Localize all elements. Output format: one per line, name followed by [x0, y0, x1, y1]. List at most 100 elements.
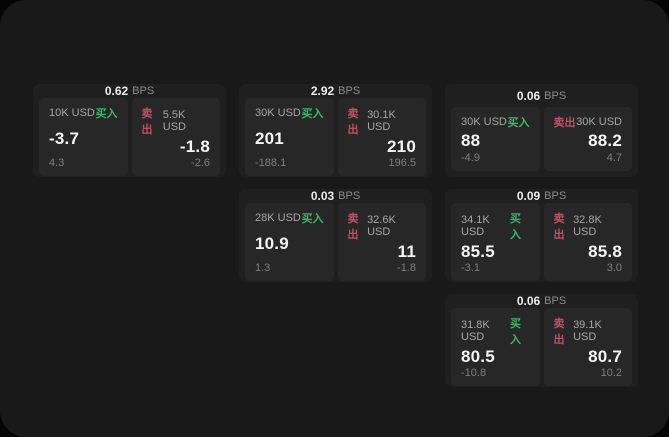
- sell-quote-panel[interactable]: 卖出 39.1K USD 80.7 10.2: [543, 308, 632, 386]
- sell-panel-header: 卖出 5.5K USD: [142, 105, 211, 137]
- bps-header: 0.09 BPS: [445, 189, 638, 203]
- sell-panel-header: 卖出 30K USD: [554, 114, 623, 130]
- buy-sub-value: -3.1: [461, 262, 480, 274]
- buy-quote-panel[interactable]: 30K USD 买入 201 -188.1: [245, 98, 334, 176]
- buy-quote-panel[interactable]: 30K USD 买入 88 -4.9: [451, 107, 540, 171]
- sell-quote-panel[interactable]: 卖出 30.1K USD 210 196.5: [337, 98, 426, 176]
- sell-panel-header: 卖出 32.6K USD: [348, 210, 417, 242]
- sell-side-label: 卖出: [553, 117, 576, 129]
- buy-quote-panel[interactable]: 10K USD 买入 -3.7 4.3: [39, 98, 128, 176]
- bps-header: 0.62 BPS: [33, 84, 226, 98]
- bps-unit-label: BPS: [132, 85, 155, 97]
- quote-panels: 30K USD 买入 201 -188.1 卖出 30.1K USD 210 1…: [239, 98, 432, 182]
- buy-price-value: 85.5: [461, 242, 495, 261]
- bps-header: 0.06 BPS: [445, 84, 638, 107]
- buy-size-label: 10K USD: [49, 107, 95, 119]
- buy-price-value: 88: [461, 131, 481, 150]
- buy-side-label: 买入: [509, 213, 521, 241]
- bps-value: 0.06: [516, 88, 541, 103]
- sell-size-label: 32.8K USD: [573, 214, 602, 238]
- buy-size-label: 30K USD: [461, 116, 507, 128]
- buy-side-label: 买入: [301, 108, 324, 120]
- bps-unit-label: BPS: [544, 295, 567, 307]
- bps-value: 0.62: [104, 84, 129, 98]
- buy-size-label: 34.1K USD: [461, 214, 490, 238]
- buy-sub-value: -10.8: [461, 367, 487, 379]
- quote-card: 2.92 BPS 30K USD 买入 201 -188.1 卖出 30.1K …: [239, 84, 432, 177]
- sell-price-value: -1.8: [179, 137, 210, 156]
- bps-value: 0.06: [516, 294, 541, 308]
- buy-sub-value: -188.1: [255, 157, 287, 169]
- bps-header: 2.92 BPS: [239, 84, 432, 98]
- buy-side-label: 买入: [509, 318, 521, 346]
- bps-unit-label: BPS: [544, 89, 567, 102]
- quote-card: 0.06 BPS 31.8K USD 买入 80.5 -10.8 卖出 39.1…: [445, 294, 638, 387]
- buy-quote-panel[interactable]: 34.1K USD 买入 85.5 -3.1: [451, 203, 540, 281]
- buy-sub-value: 4.3: [49, 157, 65, 169]
- sell-sub-value: 196.5: [388, 157, 416, 169]
- sell-quote-panel[interactable]: 卖出 32.8K USD 85.8 3.0: [543, 203, 632, 281]
- sell-side-label: 卖出: [347, 108, 359, 136]
- bps-header: 0.06 BPS: [445, 294, 638, 308]
- quote-panels: 28K USD 买入 10.9 1.3 卖出 32.6K USD 11 -1.8: [239, 203, 432, 287]
- sell-side-label: 卖出: [553, 213, 565, 241]
- buy-quote-panel[interactable]: 31.8K USD 买入 80.5 -10.8: [451, 308, 540, 386]
- sell-price-value: 88.2: [588, 131, 622, 150]
- quote-panels: 34.1K USD 买入 85.5 -3.1 卖出 32.8K USD 85.8…: [445, 203, 638, 287]
- quote-panels: 10K USD 买入 -3.7 4.3 卖出 5.5K USD -1.8 -2.…: [33, 98, 226, 182]
- quote-card: 0.09 BPS 34.1K USD 买入 85.5 -3.1 卖出 32.8K…: [445, 189, 638, 282]
- sell-sub-value: -1.8: [397, 262, 416, 274]
- sell-price-value: 85.8: [588, 242, 622, 261]
- bps-unit-label: BPS: [544, 190, 567, 202]
- sell-sub-value: 3.0: [606, 262, 622, 274]
- buy-side-label: 买入: [507, 117, 530, 129]
- bps-value: 0.09: [516, 189, 541, 203]
- bps-value: 0.03: [310, 189, 335, 203]
- bps-unit-label: BPS: [338, 190, 361, 202]
- buy-price-value: 80.5: [461, 347, 495, 366]
- sell-price-value: 210: [387, 137, 416, 156]
- bps-unit-label: BPS: [338, 85, 361, 97]
- sell-sub-value: -2.6: [191, 157, 210, 169]
- bps-value: 2.92: [310, 84, 335, 98]
- buy-panel-header: 10K USD 买入: [49, 105, 118, 121]
- buy-size-label: 31.8K USD: [461, 319, 490, 343]
- sell-price-value: 80.7: [588, 347, 622, 366]
- sell-size-label: 5.5K USD: [162, 109, 186, 133]
- buy-panel-header: 34.1K USD 买入: [461, 210, 530, 242]
- sell-quote-panel[interactable]: 卖出 32.6K USD 11 -1.8: [337, 203, 426, 281]
- quote-card: 0.03 BPS 28K USD 买入 10.9 1.3 卖出 32.6K US…: [239, 189, 432, 282]
- buy-sub-value: 1.3: [255, 262, 271, 274]
- sell-sub-value: 4.7: [606, 152, 622, 164]
- sell-quote-panel[interactable]: 卖出 5.5K USD -1.8 -2.6: [131, 98, 220, 176]
- quote-card: 0.62 BPS 10K USD 买入 -3.7 4.3 卖出 5.5K USD…: [33, 84, 226, 177]
- sell-quote-panel[interactable]: 卖出 30K USD 88.2 4.7: [543, 107, 632, 171]
- sell-size-label: 30.1K USD: [367, 109, 396, 133]
- sell-side-label: 卖出: [347, 213, 359, 241]
- sell-side-label: 卖出: [141, 108, 153, 136]
- sell-price-value: 11: [397, 242, 416, 261]
- buy-side-label: 买入: [301, 213, 324, 225]
- sell-size-label: 30K USD: [576, 116, 622, 128]
- buy-panel-header: 28K USD 买入: [255, 210, 324, 226]
- sell-panel-header: 卖出 32.8K USD: [554, 210, 623, 242]
- bps-header: 0.03 BPS: [239, 189, 432, 203]
- buy-price-value: 201: [255, 129, 284, 148]
- buy-panel-header: 31.8K USD 买入: [461, 315, 530, 347]
- quote-panels: 31.8K USD 买入 80.5 -10.8 卖出 39.1K USD 80.…: [445, 308, 638, 392]
- sell-sub-value: 10.2: [600, 367, 622, 379]
- sell-size-label: 39.1K USD: [573, 319, 602, 343]
- buy-quote-panel[interactable]: 28K USD 买入 10.9 1.3: [245, 203, 334, 281]
- sell-panel-header: 卖出 39.1K USD: [554, 315, 623, 347]
- sell-side-label: 卖出: [553, 318, 565, 346]
- buy-size-label: 28K USD: [255, 212, 301, 224]
- buy-price-value: 10.9: [255, 234, 289, 253]
- sell-panel-header: 卖出 30.1K USD: [348, 105, 417, 137]
- sell-size-label: 32.6K USD: [367, 214, 396, 238]
- buy-side-label: 买入: [95, 108, 118, 120]
- buy-panel-header: 30K USD 买入: [255, 105, 324, 121]
- quote-panels: 30K USD 买入 88 -4.9 卖出 30K USD 88.2 4.7: [445, 107, 638, 177]
- quote-card: 0.06 BPS 30K USD 买入 88 -4.9 卖出 30K USD 8…: [445, 84, 638, 177]
- buy-size-label: 30K USD: [255, 107, 301, 119]
